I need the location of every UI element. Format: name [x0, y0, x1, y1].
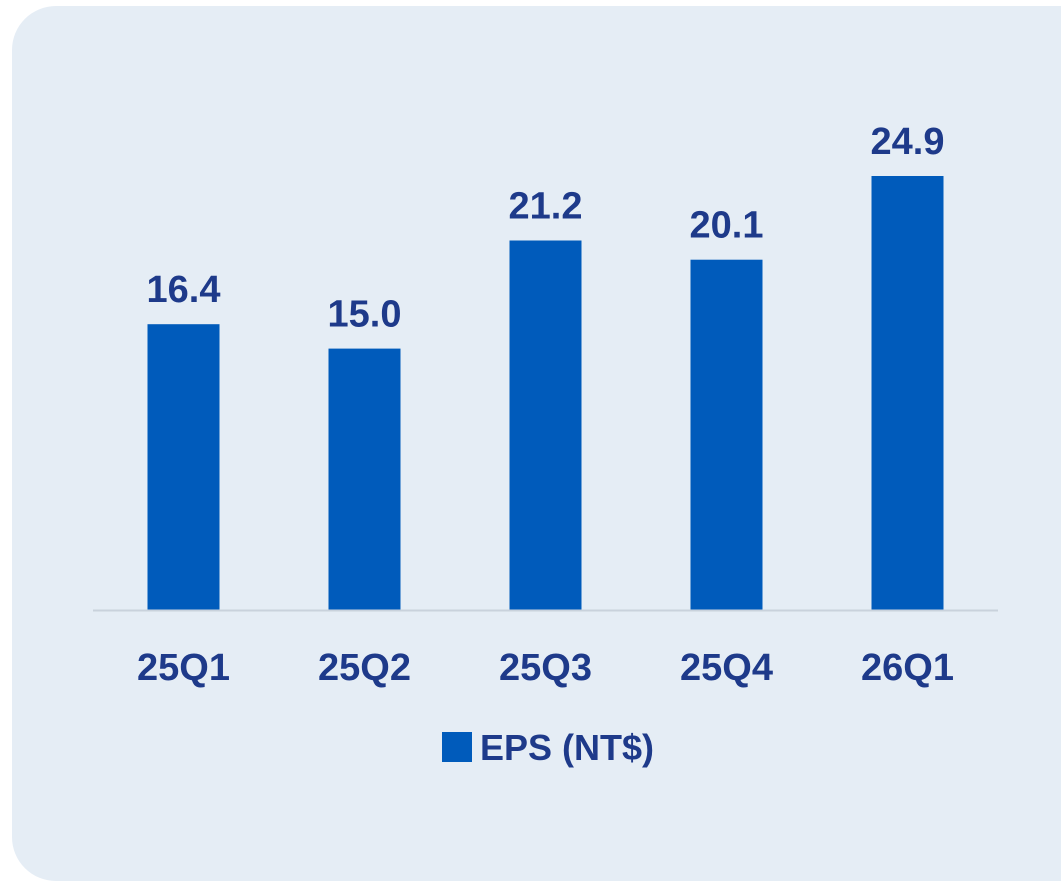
bar-26Q1	[871, 176, 944, 610]
value-label-25Q2: 15.0	[328, 294, 402, 336]
bar-25Q2	[328, 348, 401, 610]
bars-group	[147, 176, 944, 610]
value-labels-group: 16.4 15.0 21.2 20.1 24.9	[147, 121, 945, 336]
value-label-26Q1: 24.9	[871, 121, 945, 163]
bar-25Q1	[147, 324, 220, 610]
bar-25Q4	[690, 259, 763, 610]
value-label-25Q4: 20.1	[690, 205, 764, 247]
bar-25Q3	[509, 240, 582, 610]
x-tick-label-25Q4: 25Q4	[680, 647, 773, 689]
legend-label: EPS (NT$)	[480, 727, 654, 768]
x-tick-label-25Q2: 25Q2	[318, 647, 411, 689]
x-tick-label-25Q1: 25Q1	[137, 647, 230, 689]
value-label-25Q1: 16.4	[147, 269, 221, 311]
legend: EPS (NT$)	[442, 727, 654, 768]
x-tick-label-25Q3: 25Q3	[499, 647, 592, 689]
x-tick-label-26Q1: 26Q1	[861, 647, 954, 689]
value-label-25Q3: 21.2	[509, 186, 583, 228]
legend-swatch	[442, 732, 472, 762]
x-tick-labels-group: 25Q1 25Q2 25Q3 25Q4 26Q1	[137, 647, 954, 689]
